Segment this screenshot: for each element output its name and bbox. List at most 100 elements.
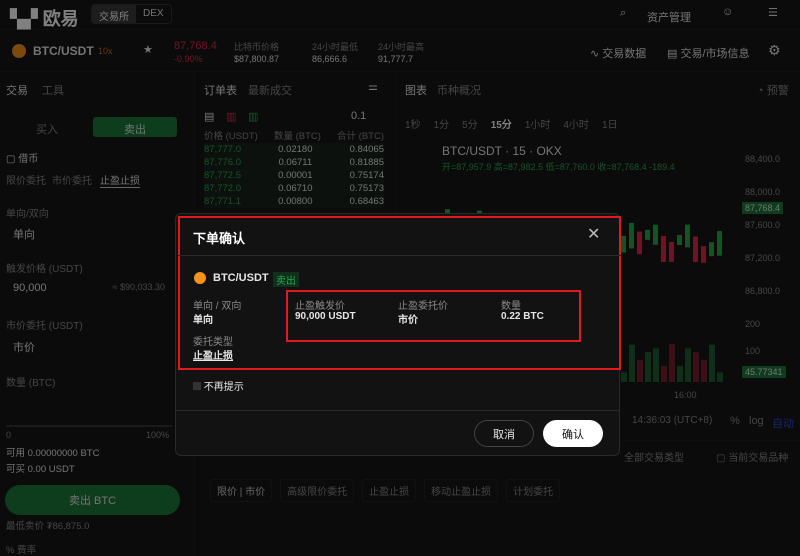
row-qty: 0.00001 <box>278 170 313 181</box>
pair-selector[interactable]: BTC/USDT <box>33 44 94 58</box>
candle <box>701 246 706 263</box>
min-sell-price: 最低卖价 ₮86,875.0 <box>6 521 90 532</box>
y-tick: 87,600.0 <box>745 220 781 230</box>
precision-select[interactable]: 0.1 <box>351 110 367 122</box>
tab-chart[interactable]: 图表 <box>405 85 427 97</box>
orders-panel: 全部交易类型 ▢ 当前交易品种 限价 | 市价 高级限价委托 止盈止损 移动止盈止损计… <box>196 440 800 556</box>
favorite-star-icon[interactable]: ★ <box>143 44 153 56</box>
trigger-approx: ≈ $90,033.30 <box>112 282 165 292</box>
vol-tick: 200 <box>745 319 761 329</box>
dir-value: 单向 <box>193 315 213 326</box>
last-price: 87,768.4 <box>174 40 217 52</box>
margin-checkbox[interactable]: ▢ 借币 <box>6 154 39 165</box>
trigger-value: 90,000 <box>13 282 47 294</box>
market-order-label[interactable]: 市价委托 (USDT) <box>6 321 83 332</box>
candle <box>717 231 722 256</box>
candle <box>653 224 658 245</box>
row-price: 87,772.5 <box>204 170 241 181</box>
amount-slider[interactable] <box>6 425 172 427</box>
interval-button[interactable]: 1分 <box>433 120 450 131</box>
market-info-link[interactable]: ▤ 交易/市场信息 <box>667 45 750 61</box>
auto-toggle[interactable]: 自动 <box>772 418 794 430</box>
quantity-value: 0.22 BTC <box>501 311 544 322</box>
tab-order-book[interactable]: 订单表 <box>204 85 237 97</box>
volume-bar <box>709 344 715 382</box>
candle <box>661 235 666 262</box>
market-price-input[interactable]: 市价 <box>5 332 173 360</box>
interval-button[interactable]: 4小时 <box>563 120 589 131</box>
row-qty: 0.00800 <box>278 196 313 207</box>
candle <box>629 222 634 249</box>
current-symbol-checkbox[interactable]: ▢ 当前交易品种 <box>716 453 789 464</box>
type-value[interactable]: 止盈止损 <box>193 351 233 362</box>
tab-latest-trades[interactable]: 最新成交 <box>248 85 292 97</box>
book-settings-icon[interactable]: ⚌ <box>368 81 378 93</box>
trigger-label: 触发价格 (USDT) <box>6 264 83 275</box>
sell-tab[interactable]: 卖出 <box>93 117 177 137</box>
percent-toggle[interactable]: % <box>730 415 740 427</box>
no-remind-checkbox[interactable]: 不再提示 <box>193 378 244 393</box>
menu-icon[interactable]: ☰ <box>768 7 778 19</box>
book-row[interactable]: 87,776.0 0.06711 0.81885 <box>204 156 384 169</box>
order-type-market[interactable]: 市价委托 <box>52 176 92 187</box>
settings-gear-icon[interactable]: ⚙ <box>768 42 781 58</box>
tab-coin-overview[interactable]: 币种概况 <box>437 85 481 97</box>
exchange-dex-switch: 交易所 DEX <box>91 4 172 24</box>
tab-tools[interactable]: 工具 <box>42 85 64 97</box>
order-history-tab[interactable]: 限价 | 市价 <box>210 479 273 502</box>
interval-button[interactable]: 5分 <box>462 120 478 131</box>
order-history-tab[interactable]: 移动止盈止损 <box>424 479 499 502</box>
book-view-both-icon[interactable]: ▤ <box>204 111 215 123</box>
log-toggle[interactable]: log <box>749 415 764 427</box>
type-label: 委托类型 <box>193 337 233 348</box>
qty-input[interactable] <box>5 388 173 416</box>
tab-trade[interactable]: 交易 <box>6 85 28 97</box>
user-icon[interactable]: ☺ <box>722 6 734 18</box>
ohlc-readout: 开=87,957.9 高=87,982.5 低=87,760.0 收=87,76… <box>442 162 675 172</box>
order-type-tpsl[interactable]: 止盈止损 <box>100 172 140 188</box>
order-history-tab[interactable]: 高级限价委托 <box>280 479 355 502</box>
interval-button[interactable]: 1秒 <box>405 120 421 131</box>
order-history-tab[interactable]: 计划委托 <box>506 479 561 502</box>
order-type-filter[interactable]: 全部交易类型 <box>624 453 684 464</box>
book-row[interactable]: 87,772.0 0.06710 0.75173 <box>204 182 384 195</box>
tab-exchange[interactable]: 交易所 <box>92 5 136 23</box>
book-row[interactable]: 87,777.0 0.02180 0.84065 <box>204 143 384 156</box>
order-history-tab[interactable]: 止盈止损 <box>362 479 417 502</box>
direction-select[interactable]: 单向 <box>5 219 173 247</box>
tab-dex[interactable]: DEX <box>143 8 164 19</box>
row-price: 87,771.1 <box>204 196 241 207</box>
sell-btc-button[interactable]: 卖出 BTC <box>5 485 180 515</box>
confirm-button[interactable]: 确认 <box>543 420 603 447</box>
trigger-price-label: 止盈触发价 <box>295 301 345 312</box>
row-total: 0.75174 <box>349 170 384 181</box>
interval-button[interactable]: 1小时 <box>524 120 551 131</box>
buy-tab[interactable]: 买入 <box>36 124 58 136</box>
book-view-asks-icon[interactable]: ▥ <box>226 111 237 123</box>
book-row[interactable]: 87,772.5 0.00001 0.75174 <box>204 169 384 182</box>
close-icon[interactable]: ✕ <box>587 226 601 243</box>
order-type-limit[interactable]: 限价委托 <box>6 176 46 187</box>
low-label: 24小时最低 <box>312 42 359 52</box>
search-icon[interactable]: ⌕ <box>620 7 627 19</box>
low-value: 86,666.6 <box>312 54 348 64</box>
volume-bar <box>717 372 723 382</box>
book-row[interactable]: 87,771.1 0.00800 0.68463 <box>204 195 384 208</box>
price-alert-button[interactable]: ◔ 预警 <box>757 82 789 98</box>
asset-management-menu[interactable]: 资产管理 <box>647 12 691 24</box>
trade-data-label: 交易数据 <box>602 48 647 60</box>
col-price: 价格 (USDT) <box>204 130 258 142</box>
book-view-bids-icon[interactable]: ▥ <box>248 111 259 123</box>
volume-bar <box>645 352 651 382</box>
side-badge: 卖出 <box>273 272 299 287</box>
trade-data-link[interactable]: ∿ 交易数据 <box>590 45 646 61</box>
cancel-button[interactable]: 取消 <box>474 420 534 447</box>
volume-bar <box>629 344 635 382</box>
interval-button[interactable]: 15分 <box>490 120 512 131</box>
trigger-price-input[interactable]: 90,000 ≈ $90,033.30 <box>5 275 173 303</box>
interval-button[interactable]: 1日 <box>601 120 618 131</box>
chart-legend: BTC/USDT · 15 · OKX <box>442 144 562 158</box>
fee-rate-link[interactable]: % 费率 <box>6 545 37 556</box>
okx-logo[interactable]: ▚▞ 欧易 <box>10 5 79 31</box>
divider <box>178 255 621 256</box>
